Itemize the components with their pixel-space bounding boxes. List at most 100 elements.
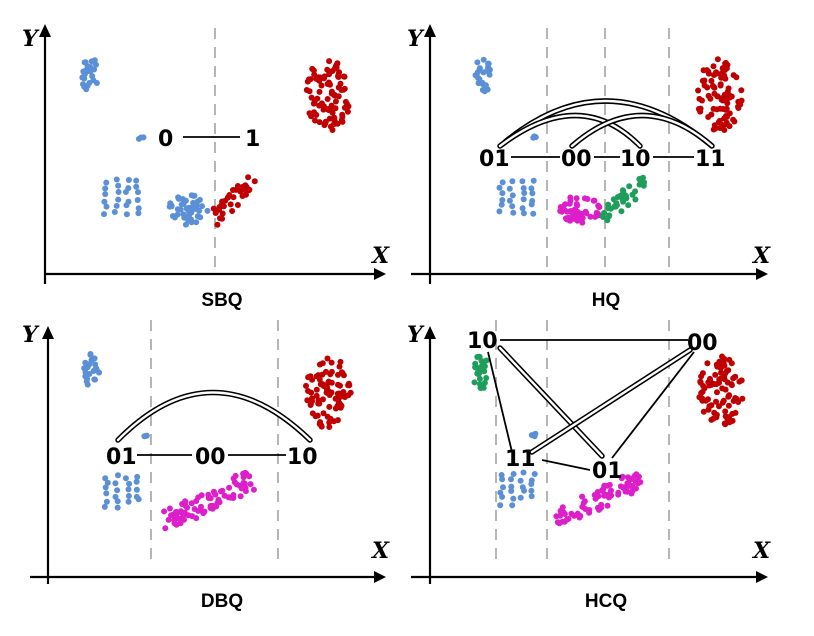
scatter-point xyxy=(553,513,560,520)
code-label: 1 xyxy=(245,127,260,152)
scatter-point xyxy=(125,498,132,505)
y-axis-label: Y xyxy=(22,26,40,52)
scatter-point xyxy=(91,355,98,362)
scatter-point xyxy=(198,492,205,499)
cluster-small xyxy=(528,430,539,440)
scatter-point xyxy=(471,379,478,386)
scatter-point xyxy=(583,210,590,217)
scatter-point xyxy=(718,70,725,77)
scatter-point xyxy=(245,174,252,181)
scatter-point xyxy=(636,181,643,188)
scatter-point xyxy=(340,389,347,395)
scatter-point xyxy=(735,103,741,110)
scatter-point xyxy=(509,502,516,509)
scatter-point xyxy=(701,82,708,89)
scatter-point xyxy=(606,213,612,220)
scatter-point xyxy=(326,424,333,430)
scatter-point xyxy=(697,379,704,386)
scatter-point xyxy=(739,395,746,402)
scatter-point xyxy=(331,121,337,128)
scatter-point xyxy=(174,206,181,213)
cluster-lower-right xyxy=(210,174,258,228)
scatter-point xyxy=(483,375,490,381)
scatter-point xyxy=(338,402,345,409)
scatter-point xyxy=(134,473,141,480)
scatter-point xyxy=(340,73,347,80)
scatter-point xyxy=(707,95,714,102)
scatter-point xyxy=(508,488,515,494)
scatter-point xyxy=(316,88,323,95)
scatter-point xyxy=(320,396,326,403)
y-arrow-icon xyxy=(424,24,436,37)
scatter-point xyxy=(338,87,345,93)
scatter-point xyxy=(557,208,564,214)
scatter-point xyxy=(579,219,586,226)
scatter-point xyxy=(717,81,724,88)
x-axis-label: X xyxy=(751,243,771,269)
scatter-point xyxy=(578,210,585,217)
scatter-point xyxy=(696,95,703,102)
scatter-point xyxy=(499,179,506,186)
scatter-point xyxy=(161,508,168,515)
scatter-point xyxy=(230,495,237,501)
scatter-point xyxy=(601,209,608,216)
scatter-point xyxy=(234,202,241,208)
scatter-point xyxy=(705,114,712,120)
scatter-point xyxy=(312,117,318,124)
scatter-point xyxy=(79,74,86,81)
scatter-point xyxy=(612,203,619,210)
scatter-point xyxy=(320,410,327,417)
scatter-point xyxy=(728,360,735,367)
scatter-point xyxy=(499,190,506,197)
scatter-point xyxy=(506,185,513,192)
scatter-point xyxy=(191,506,198,512)
scatter-point xyxy=(162,525,169,532)
scatter-point xyxy=(207,503,214,509)
scatter-point xyxy=(331,92,338,99)
scatter-point xyxy=(329,109,336,116)
scatter-point xyxy=(169,213,176,219)
scatter-point xyxy=(729,417,736,424)
scatter-point xyxy=(179,196,186,202)
scatter-point xyxy=(172,509,179,516)
scatter-point xyxy=(306,88,313,95)
scatter-point xyxy=(133,486,140,493)
code-label: 0 xyxy=(158,127,173,152)
scatter-point xyxy=(712,125,719,132)
scatter-point xyxy=(714,363,721,370)
scatter-point xyxy=(140,134,147,141)
scatter-point xyxy=(325,79,332,86)
scatter-point xyxy=(619,473,626,480)
scatter-point xyxy=(84,63,91,70)
scatter-point xyxy=(520,469,527,476)
scatter-point xyxy=(196,196,203,203)
cluster-lower-left xyxy=(557,194,603,226)
scatter-point xyxy=(329,68,336,75)
scatter-point xyxy=(92,361,99,368)
scatter-point xyxy=(560,509,567,516)
scatter-point xyxy=(497,502,504,509)
scatter-point xyxy=(111,209,118,215)
scatter-point xyxy=(521,190,528,196)
scatter-point xyxy=(191,203,198,210)
scatter-point xyxy=(485,60,492,67)
scatter-point xyxy=(477,385,484,391)
scatter-point xyxy=(115,189,122,195)
scatter-point xyxy=(695,106,702,112)
scatter-point xyxy=(500,484,506,491)
scatter-point xyxy=(314,95,321,102)
scatter-point xyxy=(499,197,506,203)
scatter-point xyxy=(197,214,204,221)
scatter-point xyxy=(185,204,192,211)
scatter-point xyxy=(619,187,626,194)
scatter-point xyxy=(608,492,615,499)
scatter-point xyxy=(84,375,90,382)
scatter-point xyxy=(81,365,88,372)
scatter-point xyxy=(574,202,581,209)
scatter-point xyxy=(347,389,354,396)
scatter-point xyxy=(102,191,109,198)
scatter-point xyxy=(617,483,624,490)
scatter-point xyxy=(728,381,735,388)
code-label: 00 xyxy=(687,331,718,356)
scatter-point xyxy=(520,210,527,217)
